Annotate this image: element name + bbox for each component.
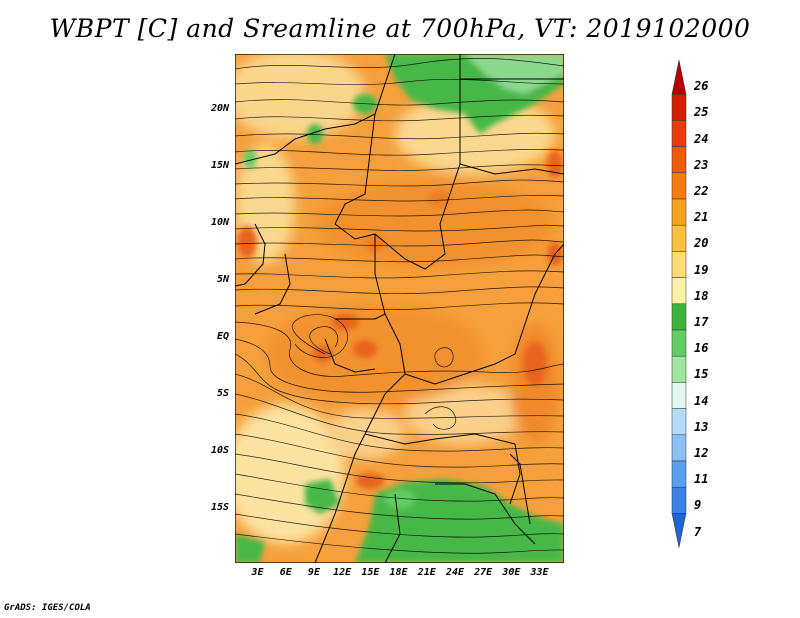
colorbar-swatch [671, 329, 687, 357]
pale-region-se [405, 384, 525, 444]
colorbar-label: 9 [694, 498, 702, 513]
lon-tick-label: 30E [502, 567, 521, 578]
lon-tick-label: 27E [474, 567, 493, 578]
colorbar-swatch [671, 303, 687, 331]
lon-tick-label: 18E [389, 567, 408, 578]
warm-band-c [265, 304, 485, 404]
lon-tick-label: 12E [333, 567, 352, 578]
lon-tick-label: 21E [417, 567, 436, 578]
colorbar-swatch [671, 120, 687, 147]
colorbar [671, 59, 687, 548]
colorbar-label: 12 [694, 446, 709, 460]
pale-region-nw [235, 54, 365, 139]
hot-spot-4 [523, 342, 547, 386]
colorbar-swatch [671, 251, 687, 278]
lat-tick-label: EQ [216, 331, 229, 343]
colorbar-swatch [671, 59, 687, 95]
lightgreen-region-north [465, 54, 564, 94]
colorbar-swatch [671, 93, 687, 121]
map-title: WBPT [C] and Sreamline at 700hPa, VT: 20… [49, 14, 751, 43]
hot-spot-1 [331, 314, 359, 330]
map-panel[interactable] [235, 54, 564, 563]
colorbar-label: 25 [694, 105, 709, 120]
lat-tick-label: 5N [216, 273, 229, 285]
colorbar-swatch [671, 382, 687, 409]
colorbar-swatch [671, 224, 687, 252]
colorbar-swatch [671, 408, 687, 436]
colorbar-label: 19 [694, 262, 709, 277]
green-patch-n3 [307, 124, 323, 144]
colorbar-swatch [671, 355, 687, 383]
hot-spot-6 [356, 473, 384, 489]
green-patch-s3 [235, 534, 265, 563]
lat-tick-label: 15N [210, 159, 229, 171]
lon-tick-label: 24E [445, 567, 464, 578]
green-patch-s4 [385, 489, 415, 509]
lat-tick-label: 10S [210, 445, 229, 457]
colorbar-label: 7 [694, 524, 702, 539]
colorbar-label: 16 [694, 341, 709, 356]
colorbar-label: 26 [694, 79, 709, 94]
colorbar-label: 23 [694, 157, 709, 172]
wbpt-field [235, 54, 564, 563]
colorbar-swatch [671, 277, 687, 305]
colorbar-label: 13 [694, 419, 709, 434]
colorbar-label: 17 [694, 315, 709, 329]
country-borders [235, 54, 564, 563]
colorbar-label: 22 [694, 184, 709, 198]
lat-tick-label: 10N [210, 216, 229, 228]
lon-tick-label: 33E [530, 567, 549, 578]
colorbar-label: 11 [694, 472, 709, 487]
lon-tick-label: 6E [279, 567, 292, 578]
hot-spot-2 [353, 340, 377, 358]
lon-tick-label: 9E [307, 567, 320, 578]
colorbar-swatch [671, 460, 687, 488]
hot-spot-8 [428, 191, 452, 207]
grads-credit: GrADS: IGES/COLA [4, 603, 91, 613]
colorbar-label: 18 [694, 288, 709, 303]
streamlines [235, 58, 564, 554]
hot-spot-5 [547, 150, 563, 178]
colorbar-label: 21 [694, 210, 709, 225]
lat-tick-label: 20N [210, 102, 229, 114]
lon-tick-label: 3E [251, 567, 264, 578]
lat-tick-label: 5S [216, 388, 229, 400]
colorbar-swatch [671, 513, 687, 548]
colorbar-label: 14 [694, 393, 709, 408]
colorbar-label: 15 [694, 367, 709, 382]
colorbar-swatch [671, 172, 687, 200]
colorbar-swatch [671, 434, 687, 462]
colorbar-label: 24 [694, 131, 709, 146]
hot-spot-7 [237, 226, 257, 258]
colorbar-label: 20 [694, 236, 709, 251]
colorbar-swatch [671, 146, 687, 174]
colorbar-swatch [671, 486, 687, 514]
lon-tick-label: 15E [361, 567, 380, 578]
green-patch-n4 [244, 149, 256, 169]
lat-tick-label: 15S [210, 502, 229, 514]
colorbar-swatch [671, 198, 687, 226]
